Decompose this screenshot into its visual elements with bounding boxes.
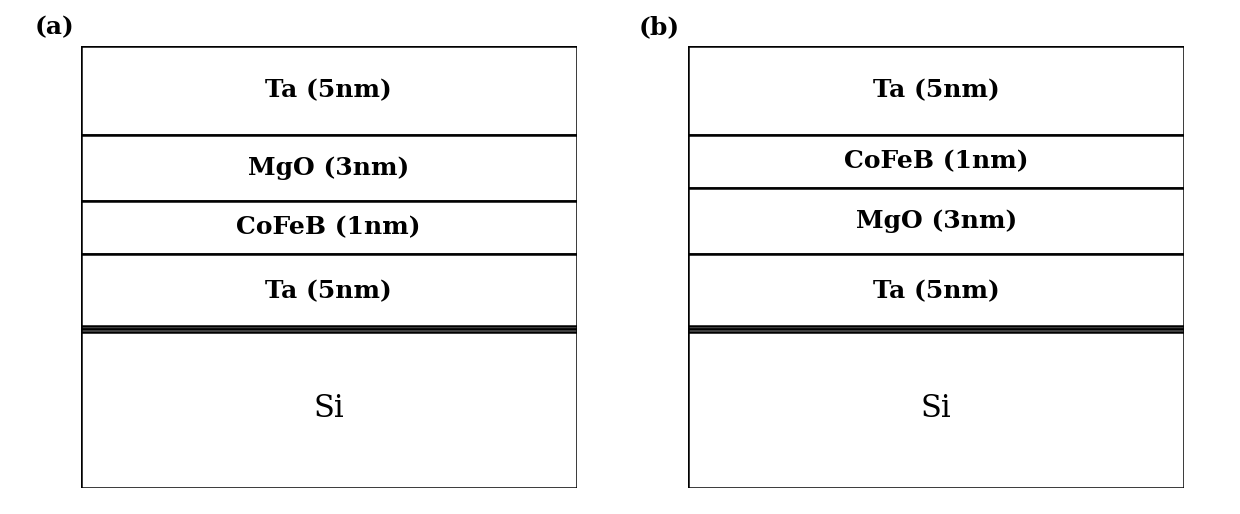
- Text: Ta (5nm): Ta (5nm): [265, 280, 392, 304]
- Bar: [81, 201, 577, 254]
- Bar: [81, 46, 577, 135]
- Bar: [688, 135, 1184, 188]
- Text: (b): (b): [639, 15, 680, 40]
- Text: (a): (a): [35, 15, 74, 40]
- Text: CoFeB (1nm): CoFeB (1nm): [237, 215, 420, 240]
- Text: MgO (3nm): MgO (3nm): [856, 209, 1017, 233]
- Bar: [81, 329, 577, 488]
- Bar: [81, 135, 577, 201]
- Bar: [688, 46, 1184, 135]
- Bar: [688, 188, 1184, 254]
- Bar: [81, 254, 577, 329]
- Bar: [688, 329, 1184, 488]
- Text: MgO (3nm): MgO (3nm): [248, 156, 409, 180]
- Bar: [688, 254, 1184, 329]
- Text: CoFeB (1nm): CoFeB (1nm): [844, 149, 1028, 173]
- Text: Ta (5nm): Ta (5nm): [265, 79, 392, 102]
- Text: Si: Si: [921, 393, 951, 424]
- Text: Ta (5nm): Ta (5nm): [873, 280, 999, 304]
- Text: Si: Si: [314, 393, 343, 424]
- Text: Ta (5nm): Ta (5nm): [873, 79, 999, 102]
